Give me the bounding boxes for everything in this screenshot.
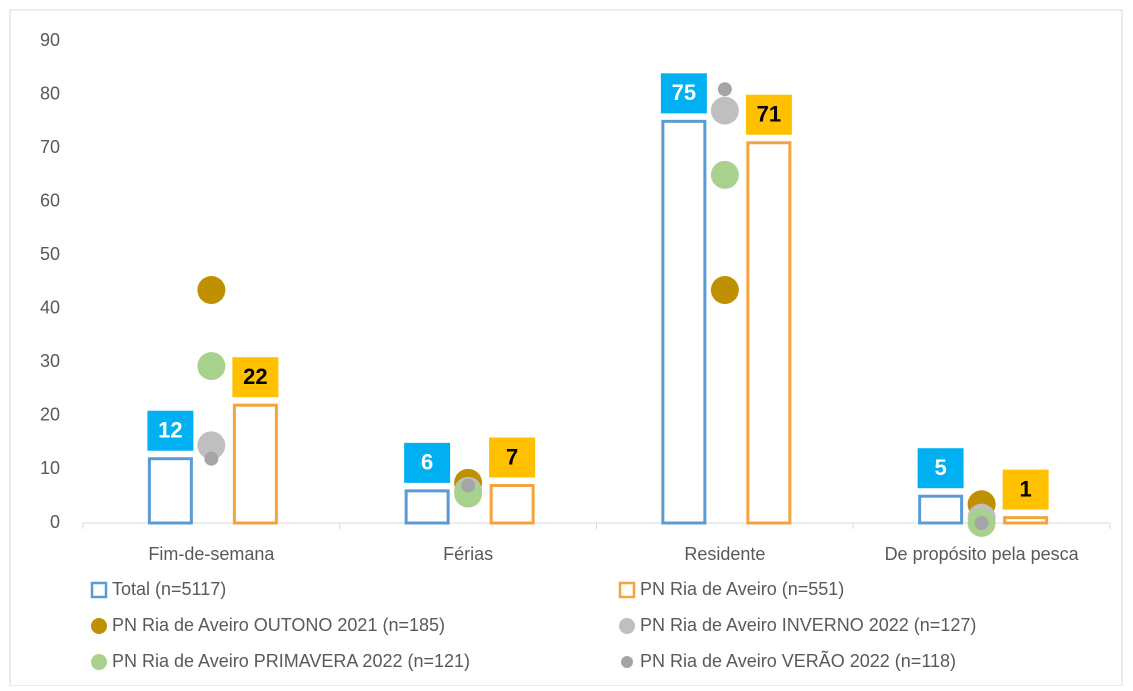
data-label: 1 bbox=[1020, 476, 1032, 501]
legend-marker bbox=[618, 581, 636, 599]
data-label-box bbox=[489, 437, 536, 478]
y-tick-label: 90 bbox=[40, 30, 60, 50]
y-tick-label: 10 bbox=[40, 458, 60, 478]
bar bbox=[232, 403, 278, 525]
legend-label: PN Ria de Aveiro VERÃO 2022 (n=118) bbox=[640, 650, 956, 671]
data-label-box bbox=[404, 442, 451, 483]
y-tick-label: 50 bbox=[40, 244, 60, 264]
y-tick-label: 80 bbox=[40, 83, 60, 103]
data-label-box bbox=[232, 357, 279, 398]
marker bbox=[197, 352, 226, 381]
legend-label: PN Ria de Aveiro INVERNO 2022 (n=127) bbox=[640, 615, 976, 635]
data-label-box bbox=[1002, 469, 1049, 510]
marker bbox=[717, 82, 732, 97]
bar bbox=[489, 484, 535, 525]
marker bbox=[710, 160, 739, 189]
data-label-box bbox=[917, 448, 964, 489]
legend-label: PN Ria de Aveiro (n=551) bbox=[640, 579, 844, 599]
x-tick-label: Férias bbox=[443, 544, 493, 564]
data-label: 71 bbox=[757, 102, 781, 127]
data-label: 75 bbox=[672, 80, 696, 105]
y-tick-label: 30 bbox=[40, 351, 60, 371]
x-tick-label: De propósito pela pesca bbox=[885, 544, 1080, 564]
data-label: 22 bbox=[243, 364, 267, 389]
legend-marker bbox=[90, 581, 108, 599]
legend-marker bbox=[91, 654, 107, 670]
legend-marker bbox=[91, 618, 107, 634]
legend-label: PN Ria de Aveiro PRIMAVERA 2022 (n=121) bbox=[112, 651, 470, 671]
y-tick-label: 20 bbox=[40, 405, 60, 425]
bar bbox=[661, 119, 707, 525]
data-label: 7 bbox=[506, 444, 518, 469]
x-tick-label: Fim-de-semana bbox=[148, 544, 275, 564]
data-label-box bbox=[147, 410, 194, 451]
legend-marker bbox=[621, 656, 633, 668]
marker bbox=[204, 451, 219, 466]
data-label: 6 bbox=[421, 450, 433, 475]
legend-marker bbox=[619, 618, 635, 634]
marker bbox=[710, 96, 739, 125]
marker bbox=[461, 478, 476, 493]
y-tick-label: 40 bbox=[40, 298, 60, 318]
marker bbox=[710, 276, 739, 305]
y-tick-label: 0 bbox=[50, 512, 60, 532]
y-tick-label: 60 bbox=[40, 190, 60, 210]
bar bbox=[147, 457, 193, 525]
bar bbox=[746, 141, 792, 525]
bar bbox=[404, 489, 450, 525]
data-label-box bbox=[745, 94, 792, 135]
data-label: 12 bbox=[158, 418, 182, 443]
marker bbox=[197, 276, 226, 305]
bar bbox=[1003, 516, 1049, 525]
y-tick-label: 70 bbox=[40, 137, 60, 157]
marker bbox=[974, 516, 989, 530]
x-tick-label: Residente bbox=[684, 544, 765, 564]
data-label: 5 bbox=[935, 455, 947, 480]
data-label-box bbox=[660, 73, 707, 114]
marker bbox=[197, 431, 226, 460]
legend-label: Total (n=5117) bbox=[112, 579, 226, 599]
legend-label: PN Ria de Aveiro OUTONO 2021 (n=185) bbox=[112, 615, 445, 635]
bar bbox=[918, 494, 964, 525]
marker bbox=[454, 479, 483, 508]
